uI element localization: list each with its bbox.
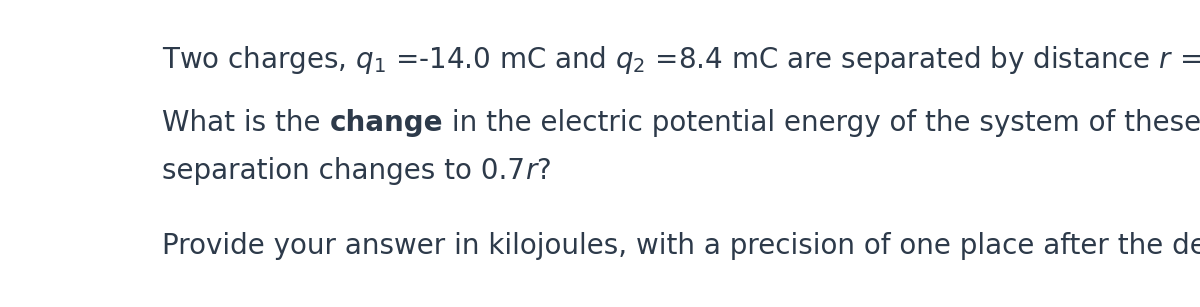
Text: r: r	[526, 157, 536, 185]
Text: in the electric potential energy of the system of these two charges if the: in the electric potential energy of the …	[443, 109, 1200, 138]
Text: Two charges, $q_1$ =-14.0 mC and $q_2$ =8.4 mC are separated by distance $r$ =6.: Two charges, $q_1$ =-14.0 mC and $q_2$ =…	[162, 44, 1200, 76]
Text: Provide your answer in kilojoules, with a precision of one place after the decim: Provide your answer in kilojoules, with …	[162, 232, 1200, 260]
Text: change: change	[330, 109, 443, 138]
Text: What is the: What is the	[162, 109, 330, 138]
Text: ?: ?	[536, 157, 551, 185]
Text: separation changes to 0.7: separation changes to 0.7	[162, 157, 526, 185]
